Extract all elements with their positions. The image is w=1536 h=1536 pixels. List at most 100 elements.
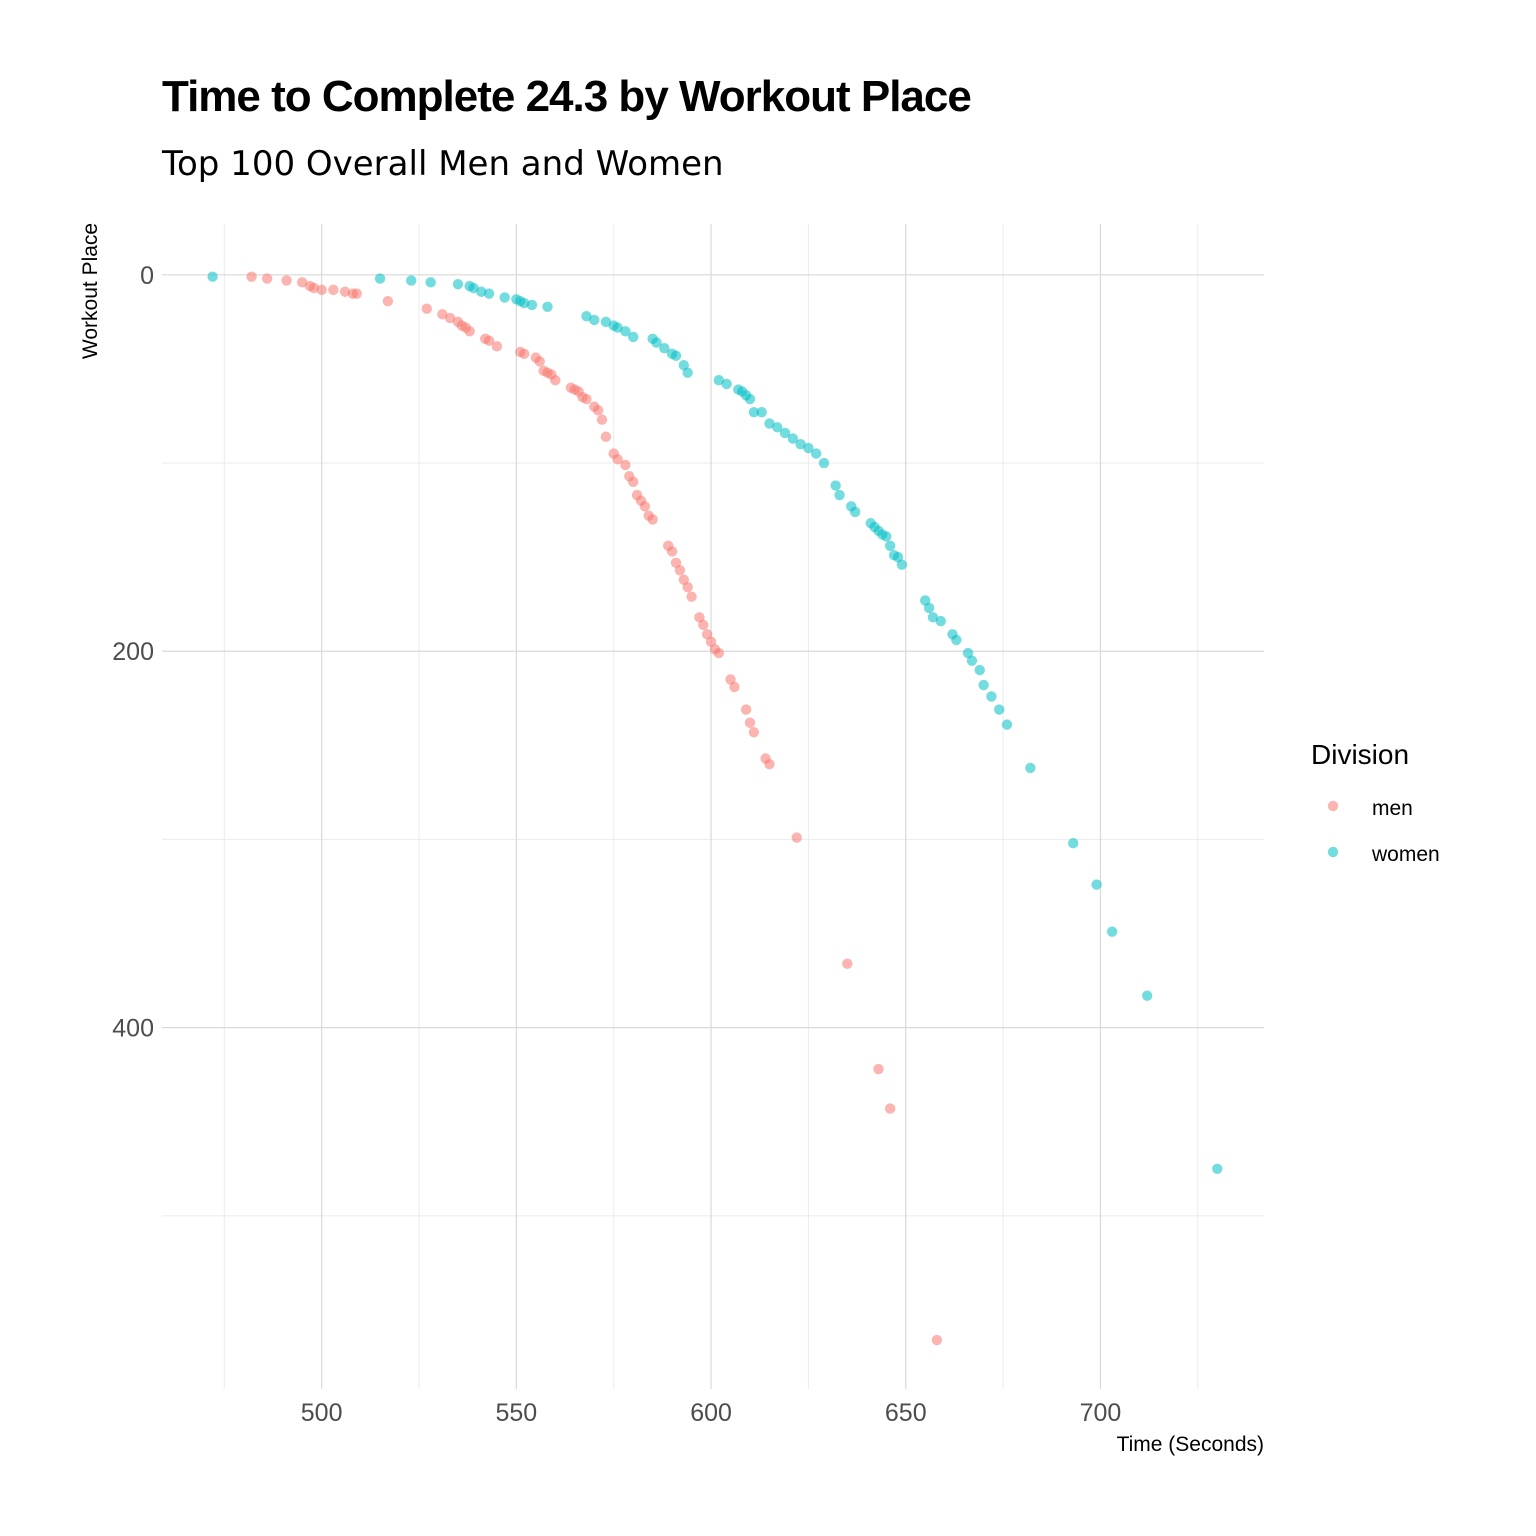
data-point-women — [1091, 879, 1102, 890]
data-point-men — [246, 271, 257, 282]
data-point-women — [659, 343, 670, 354]
data-point-men — [534, 356, 545, 367]
legend-key-women — [1327, 846, 1339, 858]
x-axis-title: Time (Seconds) — [1117, 1433, 1264, 1456]
data-point-women — [756, 407, 767, 418]
data-point-men — [884, 1103, 896, 1114]
data-point-women — [974, 664, 985, 676]
data-point-women — [951, 634, 962, 646]
data-point-men — [491, 341, 503, 352]
data-point-women — [1067, 838, 1079, 849]
data-point-women — [748, 407, 760, 418]
data-point-men — [382, 295, 394, 307]
data-point-women — [994, 704, 1005, 715]
x-tick-label: 600 — [690, 1399, 732, 1427]
data-point-women — [600, 316, 612, 328]
data-point-men — [600, 431, 612, 442]
data-point-women — [651, 337, 662, 348]
y-axis-title: Workout Place — [79, 223, 102, 359]
major-gridlines — [162, 224, 1264, 1389]
data-point-men — [421, 303, 432, 314]
data-point-women — [374, 273, 386, 284]
data-point-men — [444, 312, 456, 324]
data-point-men — [281, 275, 292, 286]
data-point-women — [1141, 990, 1153, 1001]
chart-title: Time to Complete 24.3 by Workout Place — [162, 72, 972, 121]
data-point-men — [842, 958, 853, 969]
chart-subtitle: Top 100 Overall Men and Women — [162, 144, 724, 184]
data-point-men — [351, 288, 362, 299]
data-point-women — [772, 422, 783, 433]
data-point-women — [935, 615, 946, 627]
data-point-women — [744, 393, 756, 405]
legend-label-men: men — [1372, 797, 1413, 820]
data-point-women — [452, 279, 464, 290]
data-point-men — [682, 582, 693, 593]
data-point-men — [296, 277, 308, 288]
legend-label-women: women — [1371, 843, 1440, 866]
data-point-women — [425, 277, 436, 288]
minor-gridlines — [162, 224, 1264, 1389]
data-point-women — [834, 489, 845, 501]
y-tick-label: 400 — [112, 1015, 154, 1043]
data-point-men — [686, 591, 697, 602]
data-point-men — [748, 726, 760, 738]
data-point-men — [627, 476, 639, 488]
data-point-women — [1025, 762, 1036, 774]
legend-title: Division — [1311, 739, 1409, 770]
x-axis-ticks: 500 550 600 650 700 — [301, 1399, 1122, 1427]
data-point-women — [207, 271, 218, 282]
legend-key-men — [1327, 800, 1339, 812]
x-tick-label: 500 — [301, 1399, 343, 1427]
data-point-men — [464, 326, 475, 337]
data-point-women — [978, 679, 989, 691]
data-point-women — [721, 378, 732, 390]
data-point-women — [927, 612, 939, 623]
data-point-women — [406, 275, 417, 286]
data-point-men — [740, 704, 752, 715]
legend: Division men women — [1311, 739, 1440, 866]
data-point-men — [744, 717, 756, 728]
data-point-men — [316, 284, 327, 296]
data-point-women — [542, 301, 553, 313]
data-point-women — [787, 433, 799, 444]
data-point-women — [670, 350, 682, 361]
data-point-women — [986, 691, 997, 702]
data-point-men — [713, 647, 725, 659]
data-point-women — [849, 506, 861, 518]
data-point-men — [518, 348, 530, 360]
data-point-women — [499, 292, 510, 303]
data-point-women — [483, 288, 495, 299]
data-point-women — [795, 439, 806, 450]
data-point-women — [476, 286, 487, 297]
data-point-men — [674, 565, 686, 576]
data-point-women — [830, 480, 841, 491]
data-point-women — [1001, 719, 1013, 730]
data-point-men — [698, 619, 709, 631]
data-point-women — [896, 559, 908, 570]
data-point-men — [639, 501, 651, 512]
data-point-men — [791, 832, 802, 843]
data-point-women — [966, 655, 978, 666]
data-point-men — [550, 375, 561, 386]
data-point-men — [647, 514, 658, 525]
data-point-women — [818, 457, 830, 469]
x-tick-label: 550 — [495, 1399, 537, 1427]
data-point-women — [881, 531, 892, 542]
data-point-men — [581, 393, 592, 405]
data-point-men — [592, 405, 604, 416]
data-point-women — [620, 326, 631, 337]
data-point-men — [666, 546, 678, 557]
data-point-women — [923, 602, 935, 614]
data-point-men — [873, 1063, 884, 1075]
x-tick-label: 650 — [885, 1399, 927, 1427]
data-point-women — [1106, 926, 1118, 937]
y-tick-label: 200 — [112, 638, 154, 666]
data-point-men — [931, 1334, 943, 1346]
data-point-women — [468, 282, 479, 294]
data-point-men — [328, 284, 339, 296]
data-point-women — [810, 448, 822, 459]
data-point-men — [612, 454, 623, 465]
data-point-women — [803, 442, 814, 454]
